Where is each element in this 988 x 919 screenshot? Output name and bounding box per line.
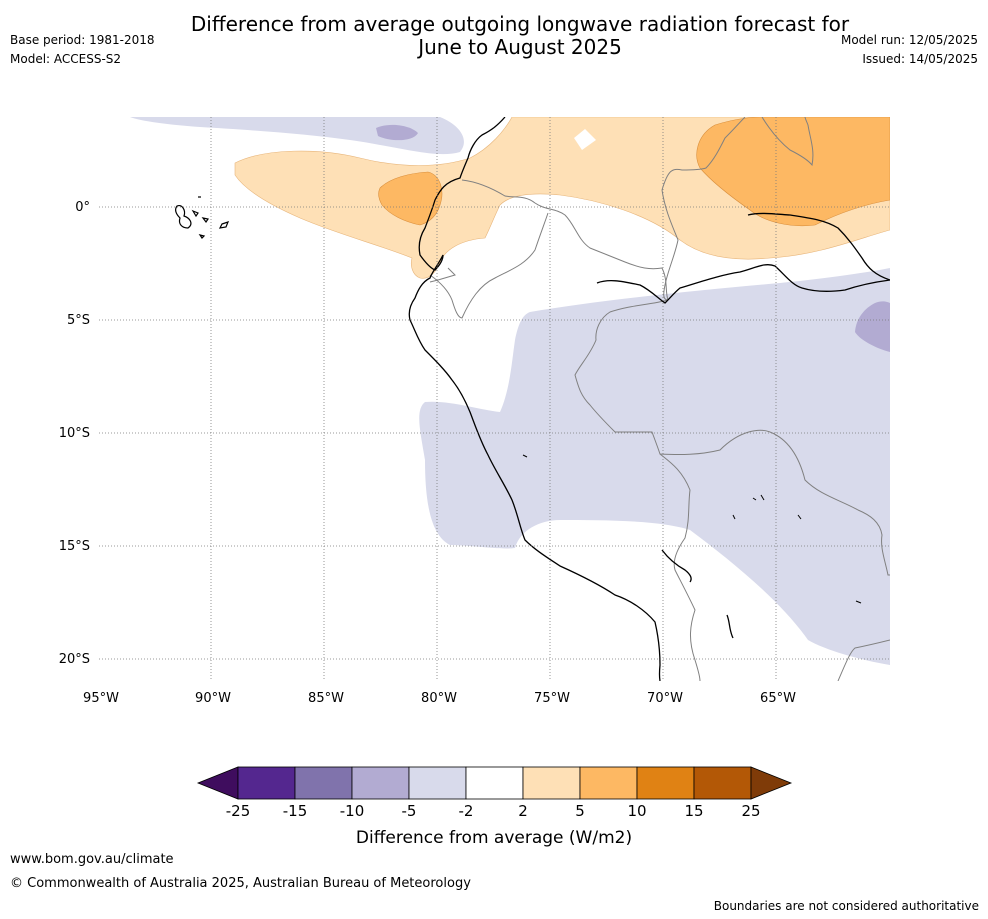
colorbar-segment [637, 767, 694, 799]
map-figure: 0° 5°S 10°S 15°S 20°S 95°W 90°W 85°W 80°… [0, 0, 988, 919]
lat-label: 5°S [67, 313, 90, 328]
colorbar-segment [409, 767, 466, 799]
colorbar-labels: -25 -15 -10 -5 -2 2 5 10 15 25 [226, 802, 761, 820]
colorbar-tick: 10 [627, 802, 646, 820]
colorbar-extend-low [198, 767, 238, 799]
lon-label: 85°W [308, 691, 344, 706]
colorbar-segment [352, 767, 409, 799]
colorbar-segment [466, 767, 523, 799]
colorbar-extend-high [751, 767, 791, 799]
colorbar-tick: -2 [459, 802, 474, 820]
colorbar-title: Difference from average (W/m2) [356, 828, 632, 848]
colorbar-tick: -5 [402, 802, 417, 820]
copyright-text: © Commonwealth of Australia 2025, Austra… [10, 876, 471, 891]
colorbar-segment [238, 767, 295, 799]
colorbar-segment [580, 767, 637, 799]
colorbar-tick: 25 [741, 802, 760, 820]
negative-olr-south [419, 268, 890, 665]
colorbar-tick: -25 [226, 802, 251, 820]
lon-label: 95°W [83, 691, 119, 706]
colorbar-tick: 15 [684, 802, 703, 820]
map-area [99, 117, 890, 681]
colorbar-tick: 2 [518, 802, 528, 820]
lon-label: 65°W [760, 691, 796, 706]
colorbar-segment [295, 767, 352, 799]
lon-label: 80°W [421, 691, 457, 706]
lon-label: 70°W [647, 691, 683, 706]
lon-label: 90°W [195, 691, 231, 706]
colorbar-segment [523, 767, 580, 799]
lat-label: 10°S [59, 426, 90, 441]
lat-label: 15°S [59, 539, 90, 554]
website-link[interactable]: www.bom.gov.au/climate [10, 852, 174, 867]
longitude-labels: 95°W 90°W 85°W 80°W 75°W 70°W 65°W [83, 691, 796, 706]
galapagos-islands [176, 197, 228, 238]
disclaimer-text: Boundaries are not considered authoritat… [714, 899, 979, 913]
latitude-labels: 0° 5°S 10°S 15°S 20°S [59, 200, 90, 667]
colorbar-tick: 5 [575, 802, 585, 820]
lon-label: 75°W [534, 691, 570, 706]
colorbar-tick: -15 [283, 802, 308, 820]
lat-label: 20°S [59, 652, 90, 667]
colorbar-segment [694, 767, 751, 799]
colorbar-tick: -10 [340, 802, 365, 820]
lat-label: 0° [75, 200, 90, 215]
colorbar [198, 767, 791, 799]
